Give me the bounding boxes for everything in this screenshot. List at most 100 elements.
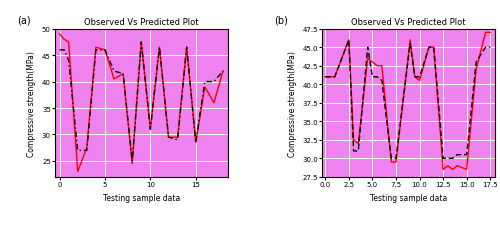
predicted <box>322 76 328 79</box>
predicted <box>440 157 446 160</box>
Observed <box>156 47 162 49</box>
predicted <box>393 157 399 160</box>
Observed <box>148 128 154 131</box>
Observed <box>364 58 370 60</box>
predicted <box>379 80 385 82</box>
Observed <box>61 39 67 41</box>
predicted <box>450 157 456 160</box>
Observed <box>56 33 62 36</box>
Observed <box>430 47 436 49</box>
predicted <box>482 47 488 49</box>
Line: predicted: predicted <box>60 43 223 161</box>
predicted <box>129 160 135 163</box>
X-axis label: Testing sample data: Testing sample data <box>370 193 448 202</box>
Observed <box>120 73 126 76</box>
Observed <box>488 32 494 35</box>
predicted <box>66 60 71 62</box>
predicted <box>416 76 422 79</box>
Observed <box>440 168 446 171</box>
predicted <box>412 76 418 79</box>
predicted <box>346 39 352 42</box>
Line: Observed: Observed <box>60 35 223 172</box>
predicted <box>156 47 162 49</box>
Observed <box>322 76 328 79</box>
predicted <box>211 81 217 84</box>
predicted <box>388 157 394 160</box>
Observed <box>174 136 180 139</box>
Observed <box>464 168 469 171</box>
Observed <box>412 76 418 79</box>
predicted <box>473 61 479 64</box>
Observed <box>102 49 108 52</box>
predicted <box>370 76 376 79</box>
predicted <box>148 128 154 131</box>
X-axis label: Testing sample data: Testing sample data <box>102 193 180 202</box>
Observed <box>193 141 199 144</box>
Observed <box>211 102 217 105</box>
predicted <box>364 47 370 49</box>
Observed <box>379 65 385 68</box>
predicted <box>61 49 67 52</box>
predicted <box>202 81 208 84</box>
predicted <box>454 153 460 156</box>
Observed <box>482 32 488 35</box>
Line: Observed: Observed <box>326 33 490 170</box>
Observed <box>388 161 394 164</box>
Observed <box>332 76 338 79</box>
predicted <box>356 150 362 153</box>
predicted <box>488 47 494 49</box>
Observed <box>374 65 380 68</box>
Observed <box>416 80 422 82</box>
Observed <box>166 136 172 139</box>
Observed <box>184 47 190 49</box>
Observed <box>93 47 99 49</box>
Text: (b): (b) <box>274 16 288 26</box>
Observed <box>350 139 356 141</box>
predicted <box>430 47 436 49</box>
Title: Observed Vs Predicted Plot: Observed Vs Predicted Plot <box>352 18 466 27</box>
Observed <box>111 78 117 81</box>
predicted <box>374 76 380 79</box>
Observed <box>74 170 80 173</box>
predicted <box>184 47 190 49</box>
predicted <box>193 141 199 144</box>
predicted <box>445 157 451 160</box>
predicted <box>111 70 117 73</box>
predicted <box>93 49 99 52</box>
predicted <box>464 153 469 156</box>
Observed <box>407 39 413 42</box>
Observed <box>356 143 362 145</box>
Observed <box>454 165 460 167</box>
Observed <box>393 161 399 164</box>
Observed <box>346 39 352 42</box>
predicted <box>407 43 413 46</box>
predicted <box>220 70 226 73</box>
Observed <box>426 47 432 49</box>
predicted <box>102 49 108 52</box>
Observed <box>129 163 135 165</box>
Observed <box>66 41 71 44</box>
predicted <box>56 49 62 52</box>
Observed <box>450 168 456 171</box>
predicted <box>120 73 126 76</box>
predicted <box>166 136 172 139</box>
Observed <box>220 70 226 73</box>
Y-axis label: Compressive strength(MPa): Compressive strength(MPa) <box>28 51 36 156</box>
Observed <box>138 41 144 44</box>
Text: (a): (a) <box>17 16 30 26</box>
Observed <box>370 61 376 64</box>
Observed <box>473 69 479 72</box>
Observed <box>202 86 208 89</box>
predicted <box>350 150 356 153</box>
predicted <box>426 47 432 49</box>
Observed <box>84 147 90 149</box>
predicted <box>332 76 338 79</box>
Y-axis label: Compressive strength(MPa): Compressive strength(MPa) <box>288 51 297 156</box>
predicted <box>174 139 180 142</box>
predicted <box>74 149 80 152</box>
Line: predicted: predicted <box>326 41 490 159</box>
predicted <box>138 41 144 44</box>
predicted <box>84 149 90 152</box>
Observed <box>445 165 451 167</box>
Title: Observed Vs Predicted Plot: Observed Vs Predicted Plot <box>84 18 198 27</box>
